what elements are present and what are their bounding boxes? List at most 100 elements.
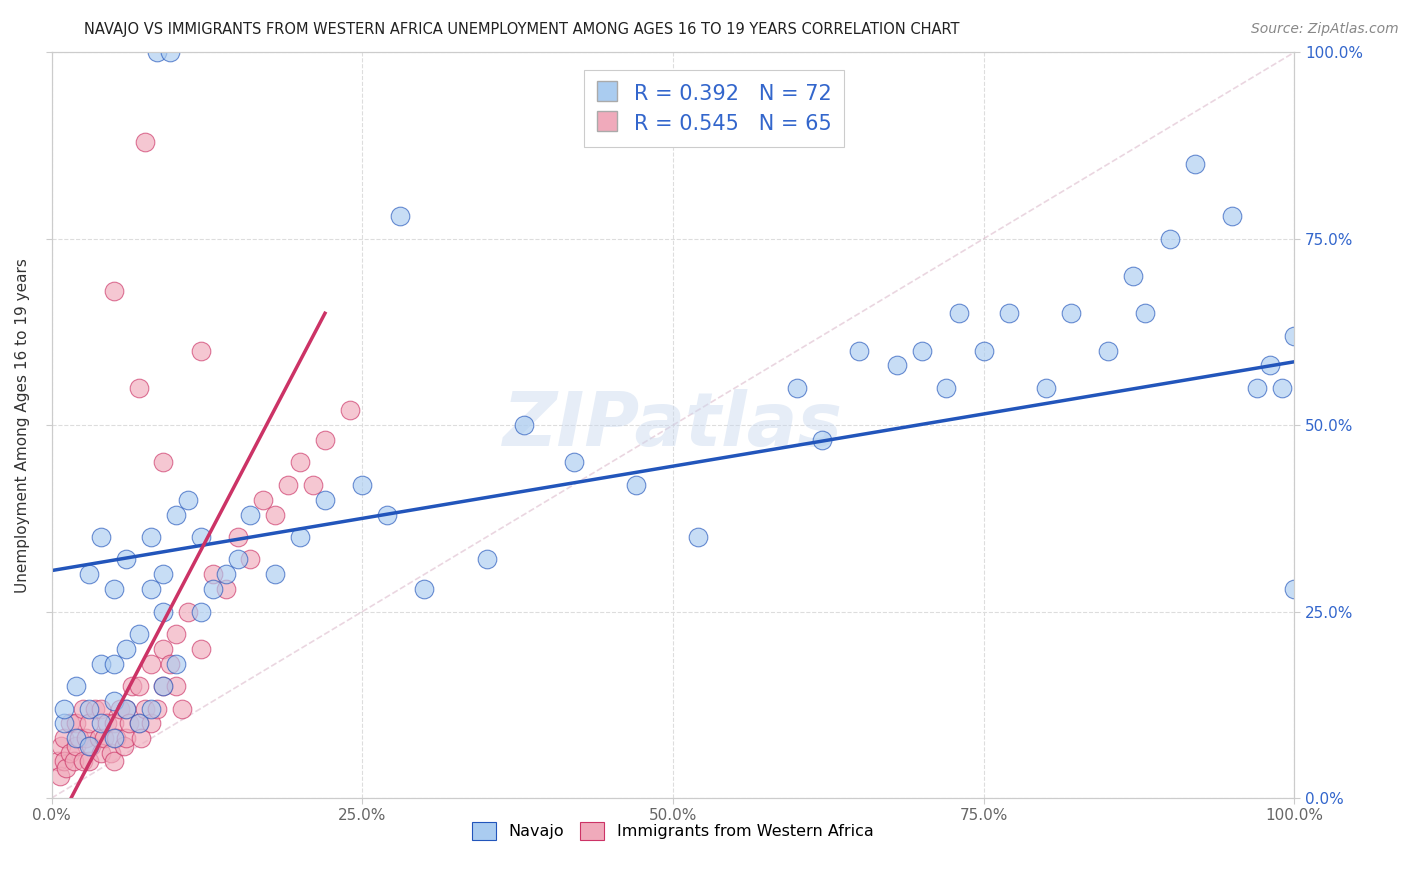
Point — [84, 701, 107, 715]
Point — [115, 552, 138, 566]
Point — [1135, 306, 1157, 320]
Point — [848, 343, 870, 358]
Point — [146, 45, 169, 60]
Point — [165, 657, 187, 671]
Point — [100, 747, 122, 761]
Point — [288, 455, 311, 469]
Point — [190, 641, 212, 656]
Point — [190, 530, 212, 544]
Point — [46, 754, 69, 768]
Point — [1284, 582, 1306, 597]
Point — [264, 508, 287, 522]
Point — [77, 701, 100, 715]
Point — [59, 747, 82, 761]
Point — [65, 739, 87, 753]
Point — [139, 701, 162, 715]
Y-axis label: Unemployment Among Ages 16 to 19 years: Unemployment Among Ages 16 to 19 years — [15, 258, 30, 592]
Point — [152, 679, 174, 693]
Point — [90, 747, 112, 761]
Point — [65, 731, 87, 746]
Point — [139, 657, 162, 671]
Point — [935, 381, 957, 395]
Point — [96, 716, 118, 731]
Point — [129, 731, 152, 746]
Point — [103, 582, 125, 597]
Point — [159, 657, 181, 671]
Point — [152, 605, 174, 619]
Point — [1220, 209, 1243, 223]
Point — [910, 343, 932, 358]
Point — [1184, 157, 1206, 171]
Point — [513, 418, 536, 433]
Point — [177, 492, 200, 507]
Point — [105, 731, 128, 746]
Point — [1159, 232, 1181, 246]
Point — [146, 701, 169, 715]
Point — [128, 716, 150, 731]
Point — [115, 731, 138, 746]
Point — [475, 552, 498, 566]
Point — [252, 492, 274, 507]
Point — [226, 552, 249, 566]
Point — [1122, 268, 1144, 283]
Point — [65, 679, 87, 693]
Point — [214, 567, 236, 582]
Point — [108, 701, 131, 715]
Point — [117, 716, 139, 731]
Point — [90, 701, 112, 715]
Text: ZIPatlas: ZIPatlas — [503, 389, 844, 462]
Point — [65, 716, 87, 731]
Point — [352, 478, 374, 492]
Point — [52, 701, 75, 715]
Point — [1284, 328, 1306, 343]
Point — [90, 716, 112, 731]
Point — [72, 754, 94, 768]
Point — [128, 679, 150, 693]
Point — [997, 306, 1019, 320]
Point — [115, 701, 138, 715]
Point — [264, 567, 287, 582]
Point — [288, 530, 311, 544]
Point — [165, 508, 187, 522]
Point — [239, 508, 262, 522]
Point — [77, 754, 100, 768]
Point — [388, 209, 411, 223]
Point — [77, 739, 100, 753]
Point — [177, 605, 200, 619]
Point — [239, 552, 262, 566]
Point — [115, 701, 138, 715]
Point — [1035, 381, 1057, 395]
Point — [1258, 359, 1281, 373]
Point — [103, 284, 125, 298]
Point — [134, 701, 156, 715]
Point — [190, 605, 212, 619]
Point — [77, 716, 100, 731]
Point — [59, 716, 82, 731]
Point — [75, 731, 97, 746]
Point — [67, 731, 90, 746]
Point — [72, 701, 94, 715]
Point — [886, 359, 908, 373]
Point — [103, 754, 125, 768]
Point — [51, 739, 73, 753]
Point — [128, 716, 150, 731]
Point — [103, 716, 125, 731]
Point — [128, 381, 150, 395]
Point — [49, 769, 72, 783]
Point — [152, 641, 174, 656]
Point — [90, 657, 112, 671]
Text: Source: ZipAtlas.com: Source: ZipAtlas.com — [1251, 22, 1399, 37]
Point — [152, 679, 174, 693]
Point — [90, 530, 112, 544]
Point — [214, 582, 236, 597]
Point — [152, 455, 174, 469]
Point — [165, 679, 187, 693]
Point — [686, 530, 709, 544]
Point — [152, 567, 174, 582]
Point — [103, 694, 125, 708]
Point — [277, 478, 299, 492]
Point — [139, 530, 162, 544]
Point — [202, 582, 225, 597]
Point — [314, 492, 336, 507]
Point — [115, 641, 138, 656]
